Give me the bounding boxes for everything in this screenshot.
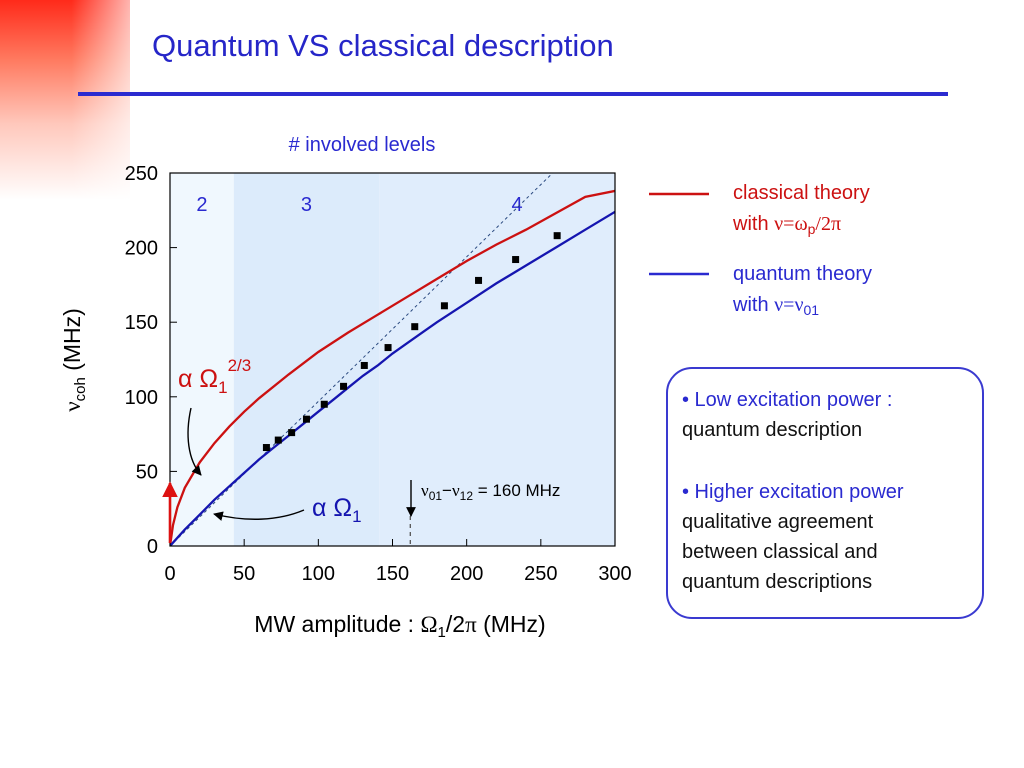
classical-theory-curve xyxy=(170,189,615,546)
level-region-3 xyxy=(233,173,380,546)
quantum-scaling-label: α Ω1 xyxy=(312,494,362,526)
data-point xyxy=(274,436,282,444)
x-tick-label: 300 xyxy=(598,563,631,585)
bullet-high-power-heading: • Higher excitation power xyxy=(682,481,904,503)
level-region-label: 3 xyxy=(301,194,312,216)
y-tick-label: 50 xyxy=(136,461,158,483)
bullet-low-power-heading: • Low excitation power : xyxy=(682,389,893,411)
linear-guide-line xyxy=(170,173,554,546)
data-point xyxy=(340,382,348,390)
legend-classical-line2: with ν=ωp/2π xyxy=(732,213,841,237)
y-tick-label: 150 xyxy=(125,312,158,334)
x-tick-label: 100 xyxy=(302,563,335,585)
transition-annotation: ν01−ν12 = 160 MHz xyxy=(421,481,560,503)
data-point xyxy=(553,232,561,240)
bullet-high-power-body-line2: between classical and xyxy=(682,541,878,563)
bullet-high-power-body-line1: qualitative agreement xyxy=(682,511,874,533)
y-axis-label: νcoh (MHz) xyxy=(59,308,89,412)
data-point xyxy=(512,256,520,264)
level-region-label: 2 xyxy=(196,194,207,216)
x-tick-label: 0 xyxy=(164,563,175,585)
legend-quantum-line2: with ν=ν01 xyxy=(732,294,819,318)
quantum-theory-curve xyxy=(170,210,615,546)
quantum-scaling-arrow xyxy=(213,509,305,521)
title-underline xyxy=(78,92,948,96)
legend: classical theory with ν=ωp/2π quantum th… xyxy=(649,182,872,318)
y-tick-label: 0 xyxy=(147,536,158,558)
level-region-label: 4 xyxy=(512,194,523,216)
data-point xyxy=(288,429,296,437)
y-tick-label: 200 xyxy=(125,238,158,260)
bullet-low-power-body: quantum description xyxy=(682,419,863,441)
x-tick-label: 200 xyxy=(450,563,483,585)
legend-classical-line1: classical theory xyxy=(733,182,870,204)
data-point xyxy=(302,415,310,423)
data-point xyxy=(262,444,270,452)
data-point xyxy=(440,302,448,310)
levels-title: # involved levels xyxy=(289,134,436,156)
summary-box: • Low excitation power : quantum descrip… xyxy=(666,367,984,619)
x-tick-label: 250 xyxy=(524,563,557,585)
classical-scaling-arrow xyxy=(187,407,202,476)
legend-quantum-line1: quantum theory xyxy=(733,263,872,285)
level-region-2 xyxy=(170,173,234,546)
data-point xyxy=(360,361,368,369)
data-point xyxy=(384,344,392,352)
classical-scaling-label: α Ω12/3 xyxy=(178,356,251,397)
slide-title: Quantum VS classical description xyxy=(152,28,614,63)
data-point xyxy=(320,400,328,408)
bullet-high-power-body-line3: quantum descriptions xyxy=(682,571,873,593)
data-point xyxy=(475,276,483,284)
x-tick-label: 50 xyxy=(233,563,255,585)
y-tick-label: 100 xyxy=(125,387,158,409)
data-point xyxy=(411,323,419,331)
x-axis-label: MW amplitude : Ω1/2π (MHz) xyxy=(254,611,545,641)
x-tick-label: 150 xyxy=(376,563,409,585)
y-tick-label: 250 xyxy=(125,163,158,185)
